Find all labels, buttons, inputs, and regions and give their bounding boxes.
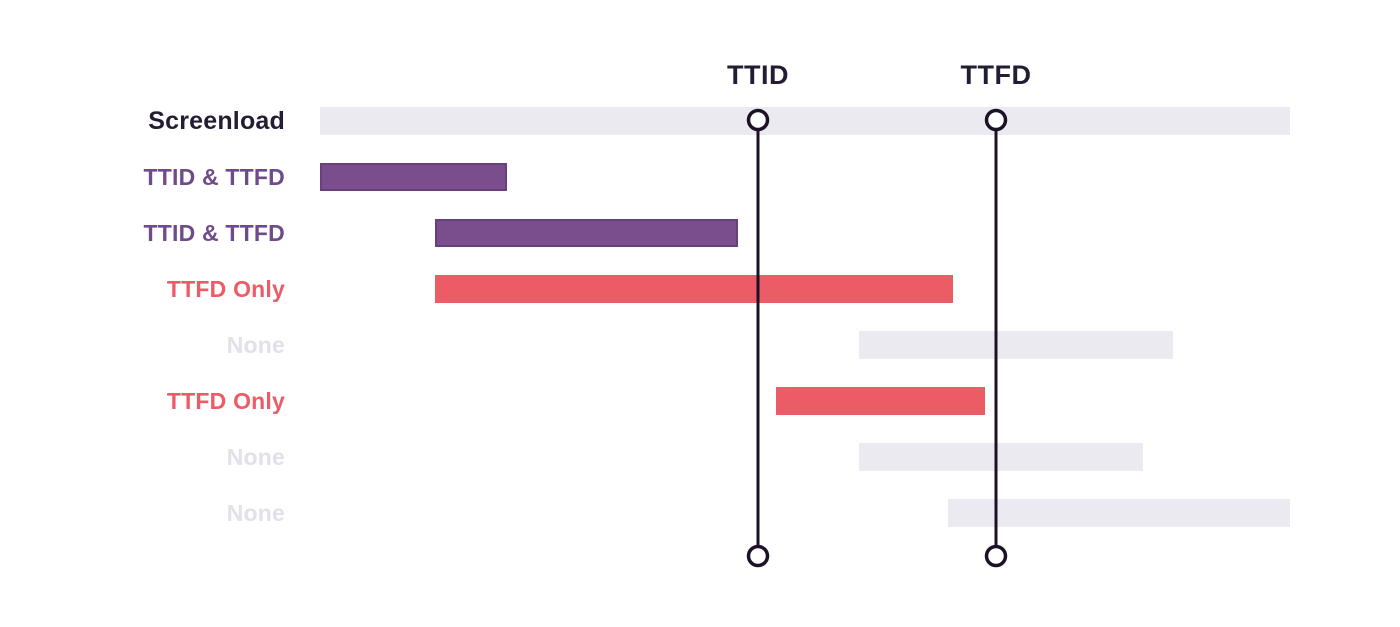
ttid-ttfd-bar xyxy=(320,163,507,191)
row-label: TTID & TTFD xyxy=(143,163,285,190)
row-label: None xyxy=(226,331,285,358)
row-label: TTID & TTFD xyxy=(143,219,285,246)
row-label: None xyxy=(226,499,285,526)
ttid-ttfd-bar xyxy=(435,219,738,247)
row-label: Screenload xyxy=(148,106,285,135)
row-label: None xyxy=(226,443,285,470)
row-label: TTFD Only xyxy=(166,387,285,414)
row-label: TTFD Only xyxy=(166,275,285,302)
timeline-row-3: TTID & TTFD xyxy=(0,219,1400,247)
timeline-row-7: None xyxy=(0,443,1400,471)
screenload-bar xyxy=(320,107,1290,135)
ttid-marker-label: TTID xyxy=(727,60,789,90)
timeline-row-8: None xyxy=(0,499,1400,527)
timeline-row-4: TTFD Only xyxy=(0,275,1400,303)
timeline-row-1: Screenload xyxy=(0,107,1400,135)
ttfd-marker-label: TTFD xyxy=(960,60,1032,90)
none-bar xyxy=(859,443,1143,471)
timeline-row-6: TTFD Only xyxy=(0,387,1400,415)
timeline-row-5: None xyxy=(0,331,1400,359)
ttfd-bottom-circle xyxy=(984,544,1008,568)
none-bar xyxy=(948,499,1290,527)
ttfd-only-bar xyxy=(435,275,953,303)
timeline-row-2: TTID & TTFD xyxy=(0,163,1400,191)
ttid-bottom-circle xyxy=(746,544,770,568)
ttfd-only-bar xyxy=(776,387,985,415)
none-bar xyxy=(859,331,1173,359)
